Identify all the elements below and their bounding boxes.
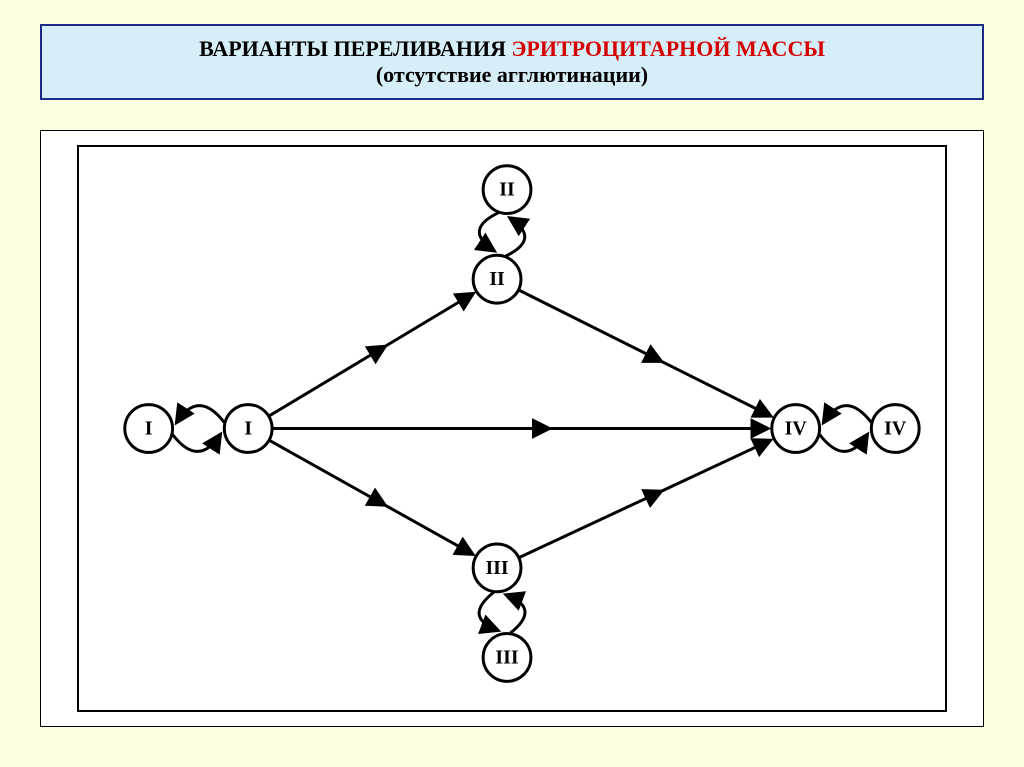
node-label: III <box>495 646 518 668</box>
self-loop-arc <box>177 406 225 423</box>
edge <box>385 505 473 554</box>
node-I_inner: I <box>224 405 272 453</box>
self-loop-arc <box>824 406 872 423</box>
self-loop-arc <box>479 213 498 251</box>
node-II_outer: II <box>483 166 531 214</box>
node-IV_outer: IV <box>871 405 919 453</box>
node-III_outer: III <box>483 634 531 682</box>
self-loop-arc <box>506 595 525 633</box>
edge <box>661 440 770 491</box>
edge <box>269 346 385 416</box>
node-label: I <box>145 418 153 440</box>
self-loop-arc <box>173 434 221 451</box>
node-label: II <box>499 179 515 201</box>
title-line-2: (отсутствие агглютинации) <box>62 62 962 88</box>
self-loop-arc <box>820 434 868 451</box>
self-loop-arc <box>506 218 525 256</box>
title-box: ВАРИАНТЫ ПЕРЕЛИВАНИЯ ЭРИТРОЦИТАРНОЙ МАСС… <box>40 24 984 100</box>
title-line-1: ВАРИАНТЫ ПЕРЕЛИВАНИЯ ЭРИТРОЦИТАРНОЙ МАСС… <box>62 36 962 62</box>
diagram-inner-frame: IIIIIIIIIIIIIVIV <box>77 145 947 712</box>
node-label: IV <box>785 418 808 440</box>
edges-layer <box>269 290 771 558</box>
edge <box>661 361 770 416</box>
node-label: III <box>485 557 508 579</box>
edge <box>518 290 661 361</box>
node-label: II <box>489 268 505 290</box>
node-II_inner: II <box>473 255 521 303</box>
title-part1: ВАРИАНТЫ ПЕРЕЛИВАНИЯ <box>199 36 511 61</box>
node-I_outer: I <box>125 405 173 453</box>
edge <box>269 440 385 505</box>
title-part2: ЭРИТРОЦИТАРНОЙ МАССЫ <box>511 36 824 61</box>
network-diagram: IIIIIIIIIIIIIVIV <box>79 147 945 710</box>
edge <box>519 491 662 558</box>
node-label: IV <box>884 418 907 440</box>
node-III_inner: III <box>473 544 521 592</box>
self-loop-arc <box>479 592 498 630</box>
node-label: I <box>244 418 252 440</box>
diagram-outer-frame: IIIIIIIIIIIIIVIV <box>40 130 984 727</box>
edge <box>385 294 473 347</box>
node-IV_inner: IV <box>772 405 820 453</box>
